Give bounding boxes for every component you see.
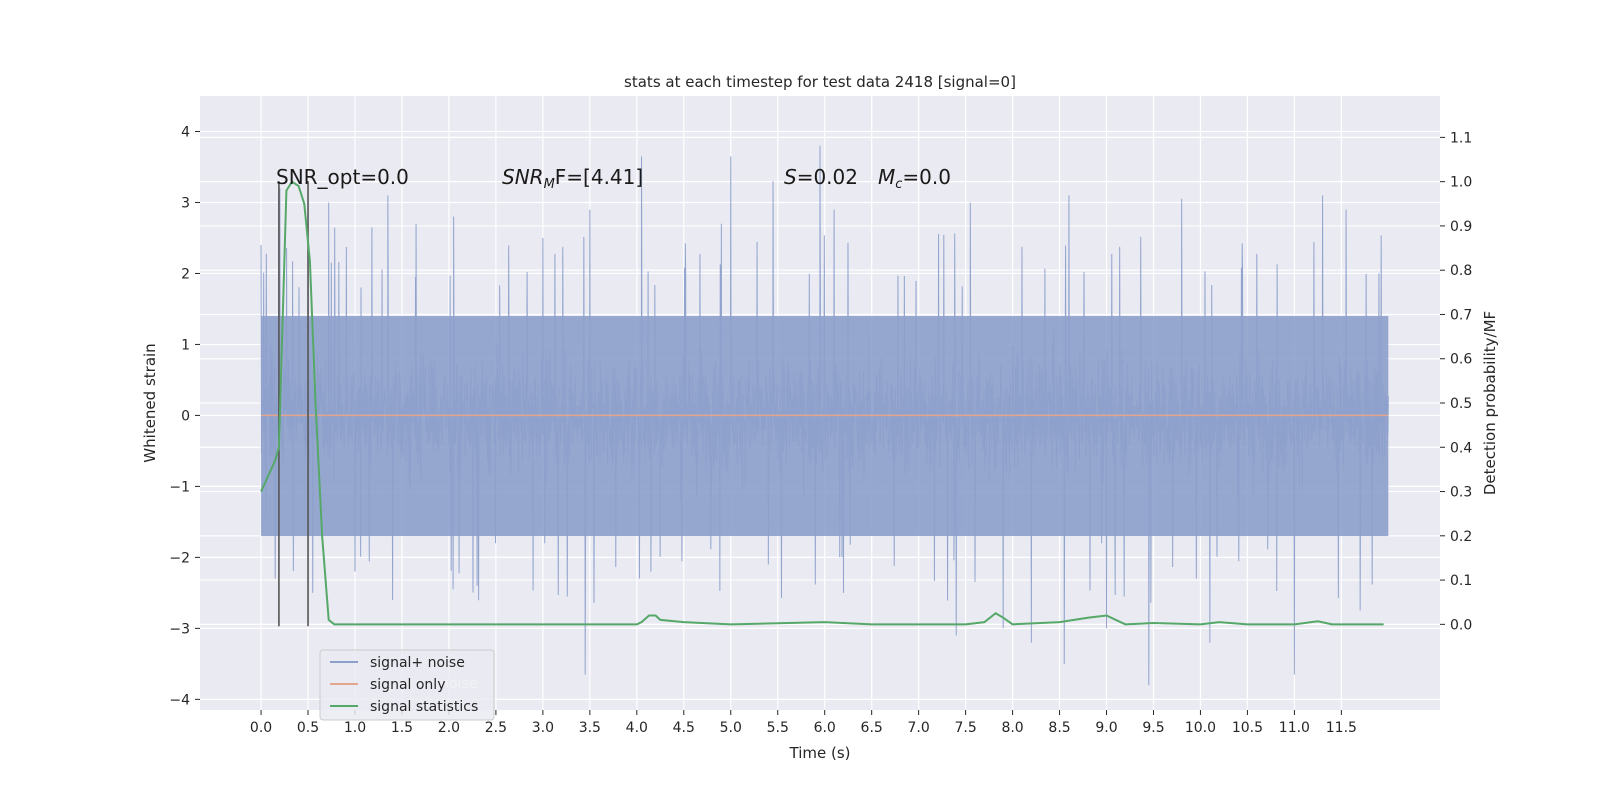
ticks: 0.0 0.5 1.0 1.5 2.0 2.5 3.0 3.5 4.0 4.5 5.0 5.5 6.0 6… — [169, 124, 1472, 736]
x-tick-label-18: 9.0 — [1095, 720, 1117, 736]
annotation-snr-mf: SNRMF=[4.41] — [502, 165, 643, 192]
mc-symbol: M — [878, 165, 895, 189]
x-tick-label-7: 3.5 — [579, 720, 601, 736]
x-tick-label-9: 4.5 — [673, 720, 695, 736]
y2-tick-label-7: 0.7 — [1450, 307, 1472, 323]
y2-tick-label-4: 0.4 — [1450, 440, 1472, 456]
snr-mf-symbol: SNR — [502, 165, 544, 189]
x-tick-label-5: 2.5 — [485, 720, 507, 736]
signal-noise-series — [260, 145, 1389, 686]
y-tick-label-3: −1 — [169, 479, 190, 495]
annotation-s: S=0.02 — [784, 165, 858, 189]
snr-mf-subscript: M — [544, 177, 555, 192]
noise-line — [260, 145, 1389, 686]
x-axis-label: Time (s) — [789, 744, 851, 762]
x-tick-label-3: 1.5 — [391, 720, 413, 736]
legend-label-noise: signal+ noise — [370, 655, 465, 671]
annotation-snr-opt: SNR_opt=0.0 — [276, 165, 409, 189]
mc-subscript: c — [895, 177, 902, 192]
x-tick-label-8: 4.0 — [626, 720, 648, 736]
legend: noise signal+ noise signal only signal s… — [319, 649, 495, 721]
statistics-line — [260, 180, 1384, 626]
y-tick-label-0: −4 — [169, 692, 190, 708]
legend-label-signal: signal only — [370, 677, 445, 693]
y2-tick-label-1: 0.1 — [1450, 573, 1472, 589]
x-tick-label-15: 7.5 — [954, 720, 976, 736]
x-tick-label-10: 5.0 — [720, 720, 742, 736]
y2-tick-label-8: 0.8 — [1450, 263, 1472, 279]
x-tick-label-16: 8.0 — [1001, 720, 1023, 736]
signal-statistics-series — [260, 180, 1384, 626]
x-tick-label-14: 7.0 — [908, 720, 930, 736]
y2-tick-label-3: 0.3 — [1450, 485, 1472, 501]
x-tick-label-22: 11.0 — [1279, 720, 1310, 736]
y2-tick-label-11: 1.1 — [1450, 130, 1472, 146]
x-tick-label-2: 1.0 — [344, 720, 366, 736]
y2-tick-label-2: 0.2 — [1450, 529, 1472, 545]
x-tick-label-20: 10.0 — [1185, 720, 1216, 736]
legend-label-statistics: signal statistics — [370, 699, 478, 715]
annotation-mc: Mc=0.0 — [878, 165, 951, 192]
x-tick-label-21: 10.5 — [1232, 720, 1263, 736]
y2-tick-label-5: 0.5 — [1450, 396, 1472, 412]
vertical-markers — [278, 181, 309, 627]
x-tick-label-17: 8.5 — [1048, 720, 1070, 736]
snr-mf-value: F=[4.41] — [555, 165, 643, 189]
x-tick-label-0: 0.0 — [250, 720, 272, 736]
x-tick-label-6: 3.0 — [532, 720, 554, 736]
y-tick-label-7: 3 — [181, 195, 190, 211]
x-tick-label-12: 6.0 — [814, 720, 836, 736]
y-tick-label-5: 1 — [181, 337, 190, 353]
x-tick-label-13: 6.5 — [861, 720, 883, 736]
legend-ghost-text: noise — [440, 676, 477, 692]
chart-title: stats at each timestep for test data 241… — [624, 73, 1016, 91]
y2-tick-label-6: 0.6 — [1450, 352, 1472, 368]
y2-tick-label-0: 0.0 — [1450, 617, 1472, 633]
y-tick-label-2: −2 — [169, 550, 190, 566]
y-axis-label: Whitened strain — [141, 343, 159, 462]
y2-tick-label-10: 1.0 — [1450, 175, 1472, 191]
y-tick-label-6: 2 — [181, 266, 190, 282]
x-tick-label-19: 9.5 — [1142, 720, 1164, 736]
legend-box — [319, 649, 495, 721]
x-tick-label-1: 0.5 — [297, 720, 319, 736]
y-tick-label-8: 4 — [181, 124, 190, 140]
y2-axis-label: Detection probability/MF — [1481, 311, 1499, 495]
mc-value: =0.0 — [902, 165, 951, 189]
y-tick-label-1: −3 — [169, 621, 190, 637]
y-tick-label-4: 0 — [181, 408, 190, 424]
y2-tick-label-9: 0.9 — [1450, 219, 1472, 235]
x-tick-label-4: 2.0 — [438, 720, 460, 736]
s-symbol: S — [784, 165, 797, 189]
s-value: =0.02 — [797, 165, 858, 189]
x-tick-label-11: 5.5 — [767, 720, 789, 736]
x-tick-label-23: 11.5 — [1326, 720, 1357, 736]
